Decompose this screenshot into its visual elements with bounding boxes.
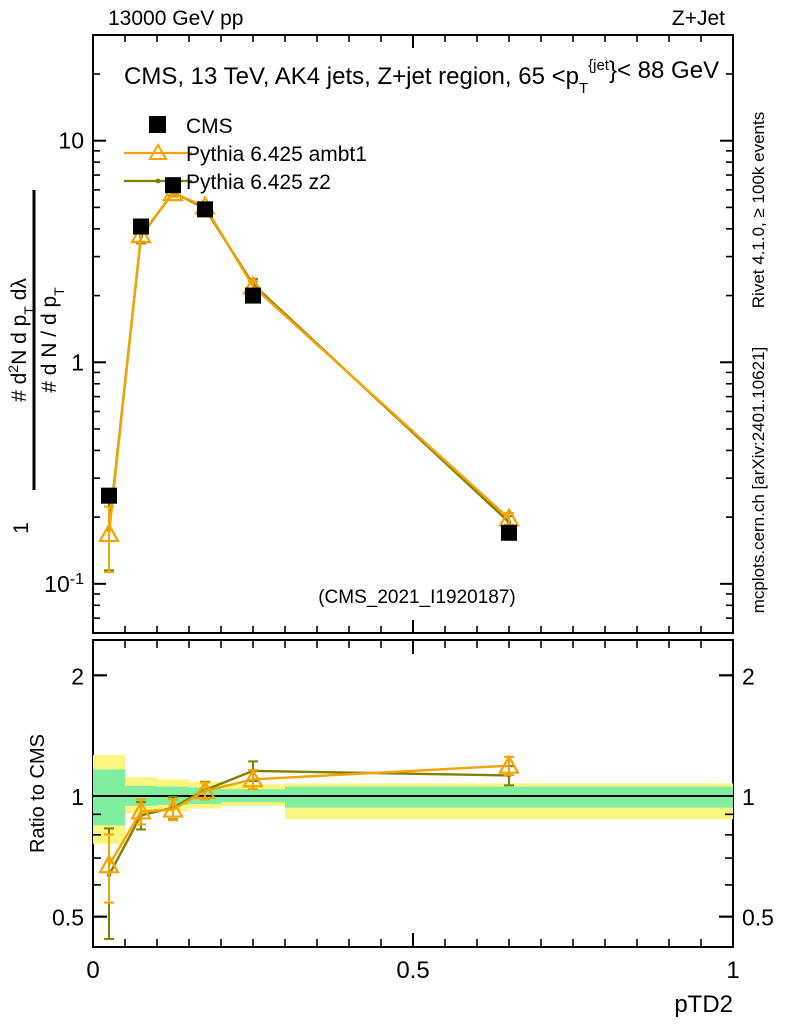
plot-title: CMS, 13 TeV, AK4 jets, Z+jet region, 65 … [124,57,719,97]
data-point-cms [501,524,517,541]
ratio-y-tick-label-2: 2 [71,663,84,689]
header-right-process: Z+Jet [672,7,725,30]
uncertainty-band-inner [285,786,733,808]
x-tick-label-0: 0 [86,957,99,984]
data-point-cms [197,201,213,218]
ratio-point-ambt1 [162,798,184,818]
rivet-version-label: Rivet 4.1.0, ≥ 100k events [749,112,768,308]
ratio-y-tick-label-right-1: 1 [742,784,755,810]
dataset-watermark: (CMS_2021_I1920187) [318,587,516,608]
header-left-energy: 13000 GeV pp [108,7,243,30]
y-axis-denominator: # d N / d pT [38,287,67,393]
series-line-z2 [107,190,510,531]
main-y-ticks [93,34,733,634]
mcplots-source-label: mcplots.cern.ch [arXiv:2401.10621] [749,347,768,613]
ratio-y-tick-label-1: 1 [71,784,84,810]
legend-label-0: CMS [186,115,233,138]
mcplots-source-text: mcplots.cern.ch [arXiv:2401.10621] [749,347,768,613]
x-tick-label-1: 1 [726,957,739,984]
y-tick-label-10: 10 [58,128,84,154]
data-point-cms [165,177,181,194]
ratio-y-tick-label-right-2: 2 [742,663,755,689]
ratio-point-ambt1 [498,754,520,774]
legend-marker-cms [149,116,166,133]
series-line-ambt1 [107,191,510,535]
y-axis-label-part: 1 [10,522,33,534]
y-tick-label-1: 1 [71,349,84,375]
data-point-cms [245,287,261,304]
legend-marker-ambt1 [148,142,168,160]
ratio-line-ambt1 [107,764,510,866]
data-point-cms [101,487,117,504]
x-tick-label-0.5: 0.5 [396,957,429,984]
data-point-ambt1 [98,522,120,543]
rivet-version-text: Rivet 4.1.0, ≥ 100k events [749,112,768,308]
ratio-point-ambt1 [98,853,120,874]
legend-marker-z2 [155,178,161,184]
legend-label-1: Pythia 6.425 ambt1 [186,143,367,166]
x-axis-label: pTD2 [674,991,733,1018]
ratio-point-ambt1 [194,779,216,799]
uncertainty-band-inner [93,769,125,826]
ratio-y-axis-label-text: Ratio to CMS [27,734,49,853]
y-axis-label: # d2N d pT dλ# d N / d pT 1 [5,190,67,534]
ratio-y-tick-label-0.5: 0.5 [52,905,84,931]
ratio-point-ambt1 [130,800,152,820]
ratio-point-ambt1 [242,768,264,788]
data-point-cms [133,218,149,235]
y-axis-numerator: # d2N d pT dλ [5,278,37,402]
ratio-y-axis-label: Ratio to CMS [27,734,49,853]
y-tick-label-0p1: 10-1 [44,570,84,597]
ratio-y-tick-label-right-0.5: 0.5 [742,905,774,931]
legend-label-2: Pythia 6.425 z2 [186,171,331,194]
